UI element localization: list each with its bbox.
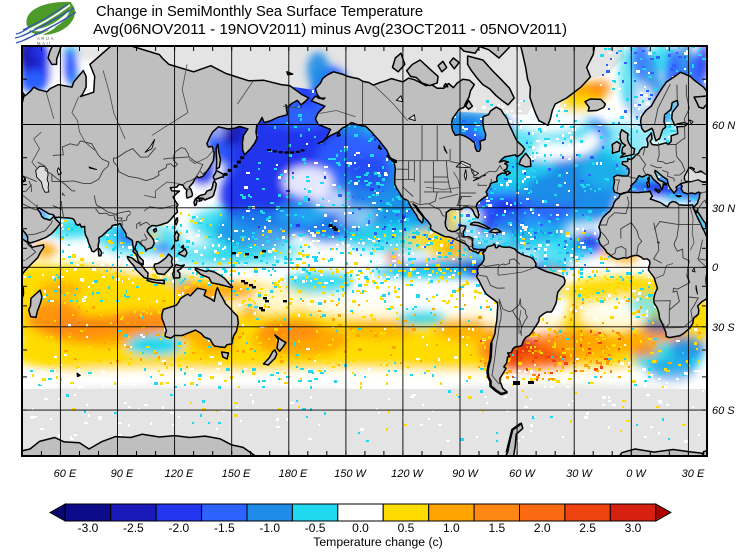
svg-text:Avg(06NOV2011 - 19NOV2011) min: Avg(06NOV2011 - 19NOV2011) minus Avg(23O… [93, 21, 567, 38]
svg-text:30 E: 30 E [682, 468, 705, 480]
svg-text:ARUA: ARUA [37, 36, 55, 41]
svg-text:-1.0: -1.0 [259, 521, 280, 535]
svg-text:-0.5: -0.5 [305, 521, 326, 535]
svg-text:30 N: 30 N [712, 203, 735, 215]
svg-text:-2.5: -2.5 [123, 521, 144, 535]
svg-text:180 E: 180 E [279, 468, 308, 480]
svg-text:90 E: 90 E [111, 468, 134, 480]
svg-text:0 W: 0 W [626, 468, 647, 480]
svg-text:-1.5: -1.5 [214, 521, 235, 535]
svg-text:30 S: 30 S [712, 322, 735, 334]
svg-text:Change in SemiMonthly Sea Surf: Change in SemiMonthly Sea Surface Temper… [96, 3, 423, 20]
svg-text:1.0: 1.0 [443, 521, 460, 535]
svg-text:120 E: 120 E [165, 468, 194, 480]
svg-text:0: 0 [712, 262, 719, 274]
svg-text:0.5: 0.5 [398, 521, 415, 535]
svg-text:-3.0: -3.0 [78, 521, 99, 535]
svg-text:60 E: 60 E [54, 468, 77, 480]
svg-text:60 W: 60 W [509, 468, 536, 480]
svg-text:150 W: 150 W [334, 468, 367, 480]
svg-text:60 S: 60 S [712, 405, 735, 417]
svg-text:Temperature change (c): Temperature change (c) [313, 535, 442, 549]
svg-text:60 N: 60 N [712, 120, 735, 132]
svg-text:2.5: 2.5 [579, 521, 596, 535]
svg-text:150 E: 150 E [222, 468, 251, 480]
svg-text:90 W: 90 W [452, 468, 479, 480]
svg-text:0.0: 0.0 [352, 521, 369, 535]
svg-text:30 W: 30 W [566, 468, 593, 480]
svg-text:MAII: MAII [37, 41, 52, 46]
svg-text:-2.0: -2.0 [169, 521, 190, 535]
svg-text:2.0: 2.0 [534, 521, 551, 535]
svg-text:120 W: 120 W [391, 468, 424, 480]
svg-text:3.0: 3.0 [625, 521, 642, 535]
svg-text:1.5: 1.5 [488, 521, 505, 535]
